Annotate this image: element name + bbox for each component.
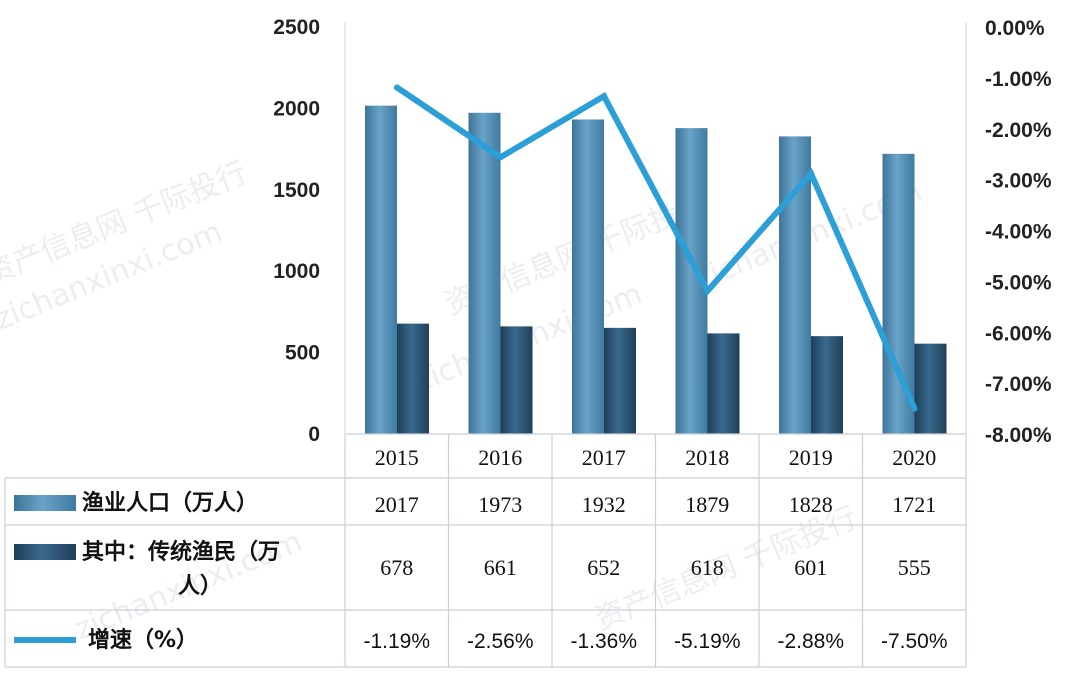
data-table-value: 652	[587, 555, 620, 580]
right-tick-label: -1.00%	[985, 68, 1052, 91]
right-axis: 0.00% -1.00% -2.00% -3.00% -4.00% -5.00% -6.00…	[985, 17, 1052, 447]
bar-fishery-population	[779, 136, 811, 434]
data-table-value: 678	[380, 555, 413, 580]
bar-traditional-fishermen	[500, 326, 533, 434]
data-table-value: -1.19%	[363, 630, 430, 653]
data-table-value: -1.36%	[570, 630, 637, 653]
growth-rate-point	[601, 93, 607, 100]
plot-area	[344, 22, 967, 434]
right-tick-label: -2.00%	[985, 119, 1052, 142]
bar-traditional-fishermen	[397, 323, 429, 434]
data-table-value: 601	[794, 555, 827, 580]
legend-label-traditional-fishermen-cont: 人）	[178, 574, 222, 599]
right-tick-label: -3.00%	[985, 170, 1052, 193]
data-table-value: -2.56%	[467, 630, 534, 653]
x-category-label: 2015	[375, 445, 419, 470]
left-tick-label: 500	[285, 342, 320, 365]
x-category-label: 2018	[685, 445, 729, 470]
legend-swatch-traditional-fishermen	[14, 544, 76, 560]
data-table-value: -5.19%	[674, 630, 741, 653]
x-category-label: 2017	[582, 445, 626, 470]
data-table-value: 1721	[892, 492, 936, 517]
legend-label-fishery-population: 渔业人口（万人）	[82, 490, 258, 516]
data-table-value: 661	[484, 555, 517, 580]
right-tick-label: -6.00%	[985, 322, 1052, 345]
bar-fishery-population	[572, 119, 604, 434]
bar-traditional-fishermen	[914, 343, 947, 434]
bar-traditional-fishermen	[811, 336, 843, 434]
data-table-value: 1973	[478, 492, 522, 517]
left-tick-label: 0	[308, 423, 320, 446]
legend-label-traditional-fishermen: 其中：传统渔民（万	[82, 539, 280, 565]
growth-rate-point	[911, 405, 918, 412]
x-category-label: 2016	[478, 445, 522, 470]
bar-traditional-fishermen	[604, 327, 636, 434]
x-category-label: 2020	[892, 445, 936, 470]
data-table-value: 555	[898, 555, 931, 580]
right-tick-label: 0.00%	[985, 17, 1045, 40]
right-tick-label: -7.00%	[985, 373, 1052, 396]
data-table-value: 1932	[582, 492, 626, 517]
growth-rate-line	[394, 84, 918, 412]
data-table-value: 618	[691, 555, 724, 580]
growth-line	[394, 84, 918, 412]
left-tick-label: 1500	[273, 179, 320, 202]
left-tick-label: 2500	[273, 16, 320, 39]
bars	[365, 105, 947, 435]
left-tick-label: 1000	[273, 260, 320, 283]
bar-traditional-fishermen	[707, 333, 740, 434]
legend-label-growth-rate: 增速（%）	[88, 627, 198, 653]
right-tick-label: -5.00%	[985, 271, 1052, 294]
data-table-value: 2017	[375, 492, 419, 517]
bar-fishery-population	[365, 105, 397, 435]
legend-swatch-fishery-population	[14, 495, 76, 511]
left-axis: 0 500 1000 1500 2000 2500	[273, 16, 320, 446]
data-table-value: -7.50%	[881, 630, 948, 653]
data-table-value: 1828	[789, 492, 833, 517]
left-tick-label: 2000	[273, 97, 320, 120]
right-tick-label: -8.00%	[985, 424, 1052, 447]
data-table-value: -2.88%	[777, 630, 844, 653]
bar-fishery-population	[882, 153, 915, 434]
growth-rate-point	[394, 84, 400, 91]
data-table: 2015 2016 2017 2018 2019 2020 渔业人口（万人） 其中：传统渔民（…	[4, 433, 967, 668]
growth-rate-point	[808, 170, 814, 177]
growth-rate-point	[704, 288, 711, 295]
growth-rate-point	[497, 154, 504, 161]
x-category-label: 2019	[789, 445, 833, 470]
bar-fishery-population	[468, 112, 501, 435]
right-tick-label: -4.00%	[985, 221, 1052, 244]
data-table-value: 1879	[685, 492, 729, 517]
